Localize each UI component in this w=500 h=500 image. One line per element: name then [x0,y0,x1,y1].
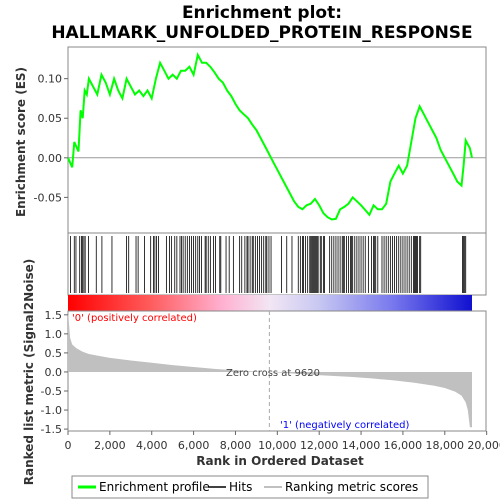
es-y-tick-label: 0.05 [38,112,63,125]
x-axis-title: Rank in Ordered Dataset [196,454,364,468]
x-tick-label: 10,000 [258,439,297,452]
metric-y-tick-label: 1.5 [45,309,63,322]
metric-y-tick-label: 0.5 [45,347,63,360]
x-axis: 0 2,000 4,000 6,000 8,000 10,000 12,000 14,000 1… [65,431,500,452]
es-panel-frame [67,46,487,234]
x-tick-label: 20,000 [467,439,500,452]
rank-color-bar [68,295,472,311]
positive-correlation-label: '0' (positively correlated) [72,313,197,324]
x-tick-label: 16,000 [384,439,423,452]
es-y-tick-label: -0.05 [34,191,62,204]
es-y-tick-label: 0.10 [38,73,63,86]
chart-title-line-2: HALLMARK_UNFOLDED_PROTEIN_RESPONSE [51,23,472,43]
x-tick-label: 6,000 [178,439,210,452]
hits-marks [70,236,467,293]
metric-y-tick-label: 1.0 [45,328,63,341]
metric-y-tick-label: -1.5 [41,423,62,436]
zero-cross-label: Zero cross at 9620 [226,368,320,379]
legend-box [71,475,429,499]
es-y-tick-label: 0.00 [38,152,63,165]
x-tick-label: 14,000 [342,439,381,452]
legend-metric-label: Ranking metric scores [285,480,418,494]
metric-y-axis-title: Ranked list metric (Signal2Noise) [22,259,36,486]
metric-y-axis: -1.5 -1.0 -0.5 0.0 0.5 1.0 1.5 [41,309,68,436]
x-tick-label: 4,000 [136,439,168,452]
legend-hits-label: Hits [229,480,252,494]
chart-title-line-1: Enrichment plot: [182,3,342,23]
ranking-metric-area [68,311,472,428]
x-tick-label: 12,000 [300,439,339,452]
metric-y-tick-label: -0.5 [41,385,62,398]
x-tick-label: 0 [65,439,72,452]
x-tick-label: 18,000 [426,439,465,452]
x-tick-label: 8,000 [220,439,252,452]
negative-correlation-label: '1' (negatively correlated) [280,420,409,431]
legend-enrichment-label: Enrichment profile [99,480,210,494]
metric-y-tick-label: -1.0 [41,404,62,417]
es-y-axis-title: Enrichment score (ES) [14,67,28,217]
es-y-axis: -0.05 0.00 0.05 0.10 [34,73,68,204]
enrichment-profile-line [67,52,473,221]
metric-y-tick-label: 0.0 [45,366,63,379]
hits-panel-frame [67,232,487,296]
x-tick-label: 2,000 [94,439,126,452]
